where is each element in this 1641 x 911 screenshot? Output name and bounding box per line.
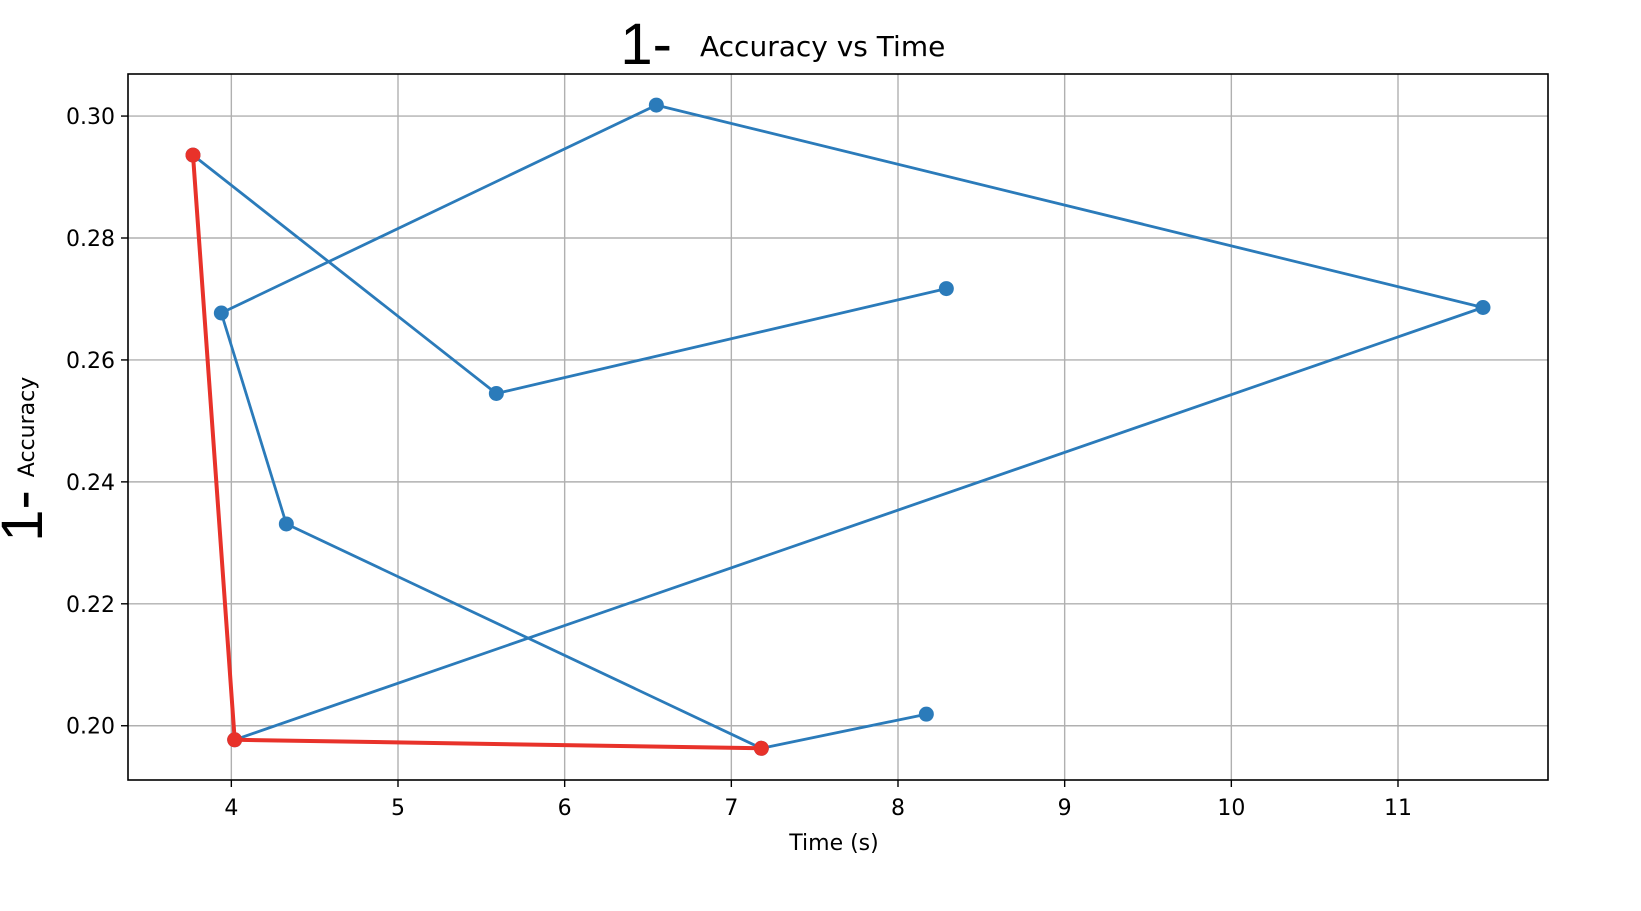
plot-frame	[127, 73, 1549, 781]
data-point	[488, 385, 504, 401]
x-tick-label: 7	[724, 796, 738, 821]
y-tick-label: 0.28	[66, 227, 115, 252]
data-point	[648, 97, 664, 113]
x-tick-label: 6	[558, 796, 572, 821]
x-tick-label: 9	[1058, 796, 1072, 821]
y-tick-label: 0.30	[66, 105, 115, 130]
x-tick-label: 8	[891, 796, 905, 821]
x-tick-label: 11	[1384, 796, 1412, 821]
y-tick-label: 0.26	[66, 349, 115, 374]
y-tick-label: 0.22	[66, 593, 115, 618]
grid	[128, 74, 1548, 780]
chart-title: Accuracy vs Time	[700, 30, 945, 63]
chart-title-prefix: 1-	[620, 12, 672, 77]
series-layer	[185, 97, 1491, 756]
x-tick-label: 5	[391, 796, 405, 821]
y-tick-label: 0.20	[66, 715, 115, 740]
data-point	[1475, 300, 1491, 316]
x-axis-ticks: 4 5 6 7 8 9 10 11	[224, 780, 1412, 821]
y-axis-label: Accuracy	[15, 377, 40, 477]
y-axis-ticks: 0.20 0.22 0.24 0.26 0.28 0.30	[66, 105, 128, 740]
series-1	[185, 147, 769, 756]
series-line	[191, 103, 1485, 750]
x-tick-label: 4	[224, 796, 238, 821]
data-point	[213, 305, 229, 321]
data-point	[918, 706, 934, 722]
x-tick-label: 10	[1217, 796, 1245, 821]
x-axis-label: Time (s)	[788, 831, 878, 856]
data-point	[278, 516, 294, 532]
data-point	[938, 281, 954, 297]
data-point	[185, 147, 201, 163]
data-point	[227, 732, 243, 748]
y-tick-label: 0.24	[66, 471, 115, 496]
y-axis-label-prefix: 1-	[0, 490, 55, 542]
data-point	[753, 740, 769, 756]
